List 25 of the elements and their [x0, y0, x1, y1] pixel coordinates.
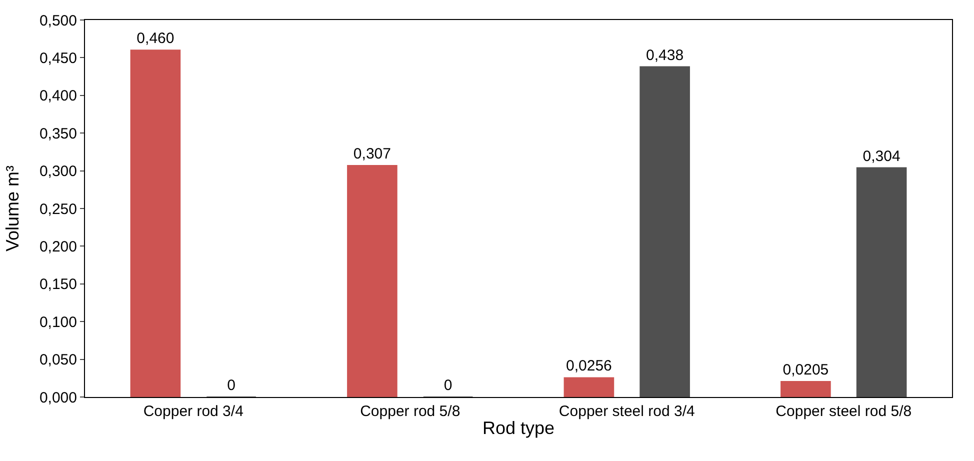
data-label: 0,307: [353, 146, 391, 163]
y-tick-label: 0,000: [39, 389, 77, 406]
y-tick-label: 0,100: [39, 314, 77, 331]
y-tick-label: 0,300: [39, 163, 77, 180]
data-label: 0,460: [136, 30, 174, 48]
y-tick-label: 0,150: [39, 276, 77, 294]
data-label: 0: [227, 377, 236, 394]
x-tick-label: Copper steel rod 5/8: [776, 403, 912, 420]
y-tick-label: 0,200: [39, 238, 77, 256]
y-tick-label: 0,450: [39, 50, 77, 67]
x-tick-label: Copper steel rod 3/4: [558, 403, 695, 420]
data-label: 0,304: [862, 148, 900, 165]
y-tick-label: 0,400: [39, 88, 77, 105]
data-label: 0,0256: [566, 358, 612, 375]
x-tick-label: Copper rod 3/4: [143, 403, 244, 420]
data-label: 0: [444, 377, 452, 394]
y-axis-title: Volume m³: [2, 165, 23, 252]
y-tick-label: 0,250: [39, 200, 77, 218]
y-tick-label: 0,350: [39, 125, 77, 142]
data-label: 0,438: [646, 46, 684, 64]
y-tick-label: 0,050: [39, 352, 77, 369]
data-label: 0,0205: [782, 362, 829, 379]
x-tick-label: Copper rod 5/8: [360, 403, 460, 420]
x-axis-title: Rod type: [482, 418, 555, 438]
y-tick-label: 0,500: [39, 12, 77, 30]
